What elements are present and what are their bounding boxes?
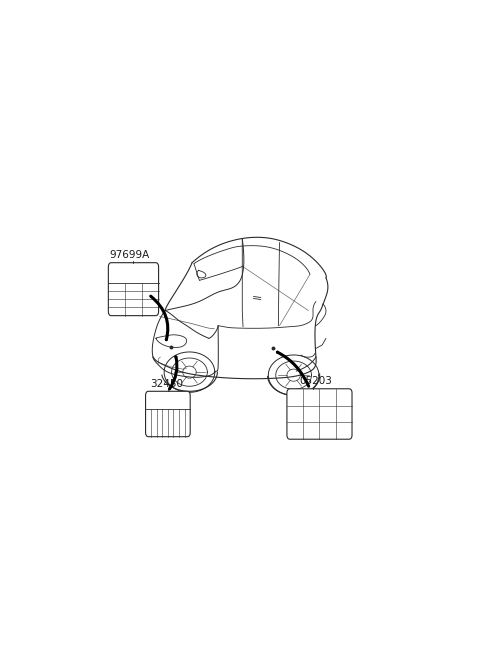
- FancyBboxPatch shape: [145, 391, 190, 437]
- Text: 05203: 05203: [299, 376, 332, 386]
- FancyBboxPatch shape: [287, 389, 352, 440]
- Text: 97699A: 97699A: [109, 250, 150, 260]
- Text: 32450: 32450: [150, 379, 183, 389]
- FancyArrowPatch shape: [277, 352, 309, 386]
- FancyArrowPatch shape: [151, 296, 168, 340]
- FancyBboxPatch shape: [108, 263, 158, 316]
- FancyArrowPatch shape: [169, 357, 177, 389]
